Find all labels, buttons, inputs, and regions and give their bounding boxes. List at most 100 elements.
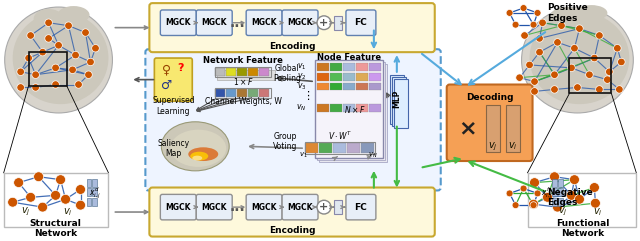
Bar <box>394 79 408 128</box>
Bar <box>317 62 385 160</box>
Bar <box>248 68 258 76</box>
Bar <box>552 179 557 187</box>
Circle shape <box>32 84 40 91</box>
Text: Network Feature: Network Feature <box>204 56 283 66</box>
Circle shape <box>506 190 513 197</box>
Text: $x_{i,j}^d$: $x_{i,j}^d$ <box>89 186 102 201</box>
Circle shape <box>8 197 18 207</box>
Text: $v_2$: $v_2$ <box>296 71 306 82</box>
Text: $v_N$: $v_N$ <box>296 103 306 113</box>
Text: +: + <box>319 18 328 28</box>
Circle shape <box>550 86 558 93</box>
Circle shape <box>571 45 578 52</box>
FancyBboxPatch shape <box>447 85 532 161</box>
Bar <box>226 89 236 97</box>
Text: Negative
Edges: Negative Edges <box>547 188 593 207</box>
Circle shape <box>531 88 538 95</box>
Circle shape <box>605 68 613 75</box>
Text: $v_N$: $v_N$ <box>368 151 378 160</box>
Bar <box>506 105 520 152</box>
Text: +: + <box>319 202 328 212</box>
Bar <box>86 179 92 187</box>
Bar <box>369 73 381 80</box>
Circle shape <box>570 175 579 185</box>
Bar <box>237 68 247 76</box>
Circle shape <box>506 9 513 16</box>
Circle shape <box>520 185 527 192</box>
Circle shape <box>27 32 35 39</box>
Circle shape <box>534 190 541 197</box>
Text: MGCK: MGCK <box>166 203 191 212</box>
Bar <box>369 104 381 112</box>
Circle shape <box>72 51 79 59</box>
Ellipse shape <box>4 7 113 113</box>
Circle shape <box>566 190 577 200</box>
FancyBboxPatch shape <box>154 58 192 101</box>
Text: $V \cdot W^T$: $V \cdot W^T$ <box>328 129 352 142</box>
Circle shape <box>13 178 24 187</box>
Bar <box>217 70 275 80</box>
Circle shape <box>543 192 552 202</box>
Circle shape <box>604 76 611 83</box>
Circle shape <box>557 22 565 29</box>
Text: MGCK: MGCK <box>287 18 313 27</box>
Circle shape <box>25 54 33 62</box>
Bar <box>259 68 269 76</box>
Text: Node Feature: Node Feature <box>317 53 381 61</box>
Circle shape <box>591 54 598 62</box>
Circle shape <box>525 61 533 69</box>
FancyBboxPatch shape <box>149 187 435 237</box>
Bar <box>215 88 271 98</box>
Bar <box>390 75 404 124</box>
Bar <box>305 143 318 153</box>
Ellipse shape <box>522 7 634 113</box>
Bar <box>369 83 381 90</box>
FancyBboxPatch shape <box>346 194 376 220</box>
Bar <box>486 105 500 152</box>
Text: Encoding: Encoding <box>269 42 316 51</box>
Circle shape <box>61 194 70 204</box>
Ellipse shape <box>58 6 90 24</box>
Text: Structural
Network: Structural Network <box>29 219 81 238</box>
Text: MGCK: MGCK <box>202 203 227 212</box>
Circle shape <box>554 39 561 46</box>
Text: ♀: ♀ <box>162 63 171 76</box>
Circle shape <box>530 21 537 28</box>
Text: Group
Voting: Group Voting <box>273 132 297 151</box>
Circle shape <box>56 175 65 185</box>
Text: $N \times F$: $N \times F$ <box>344 104 365 114</box>
Circle shape <box>65 22 72 29</box>
FancyBboxPatch shape <box>161 194 196 220</box>
Circle shape <box>76 185 86 194</box>
FancyBboxPatch shape <box>282 10 318 35</box>
Ellipse shape <box>161 122 229 171</box>
Bar <box>259 89 269 97</box>
Circle shape <box>39 48 46 56</box>
Bar <box>570 58 611 93</box>
Circle shape <box>17 68 24 75</box>
Circle shape <box>536 48 543 56</box>
Circle shape <box>568 64 575 72</box>
Bar <box>334 200 342 214</box>
Ellipse shape <box>34 9 63 29</box>
Bar <box>347 143 360 153</box>
Bar <box>343 73 355 80</box>
Bar <box>86 188 92 196</box>
Circle shape <box>536 35 543 42</box>
Bar <box>317 63 329 71</box>
Text: ...: ... <box>229 16 245 30</box>
Bar <box>215 68 225 76</box>
Bar <box>330 73 342 80</box>
Circle shape <box>596 86 603 93</box>
Bar <box>333 143 346 153</box>
Text: $v_i$: $v_i$ <box>63 206 72 218</box>
Ellipse shape <box>13 12 108 104</box>
Circle shape <box>32 71 40 78</box>
Bar <box>369 63 381 71</box>
Ellipse shape <box>550 7 580 25</box>
Bar <box>392 77 406 126</box>
Bar <box>93 198 97 206</box>
Circle shape <box>534 9 541 16</box>
Bar <box>226 68 236 76</box>
Circle shape <box>596 32 603 39</box>
